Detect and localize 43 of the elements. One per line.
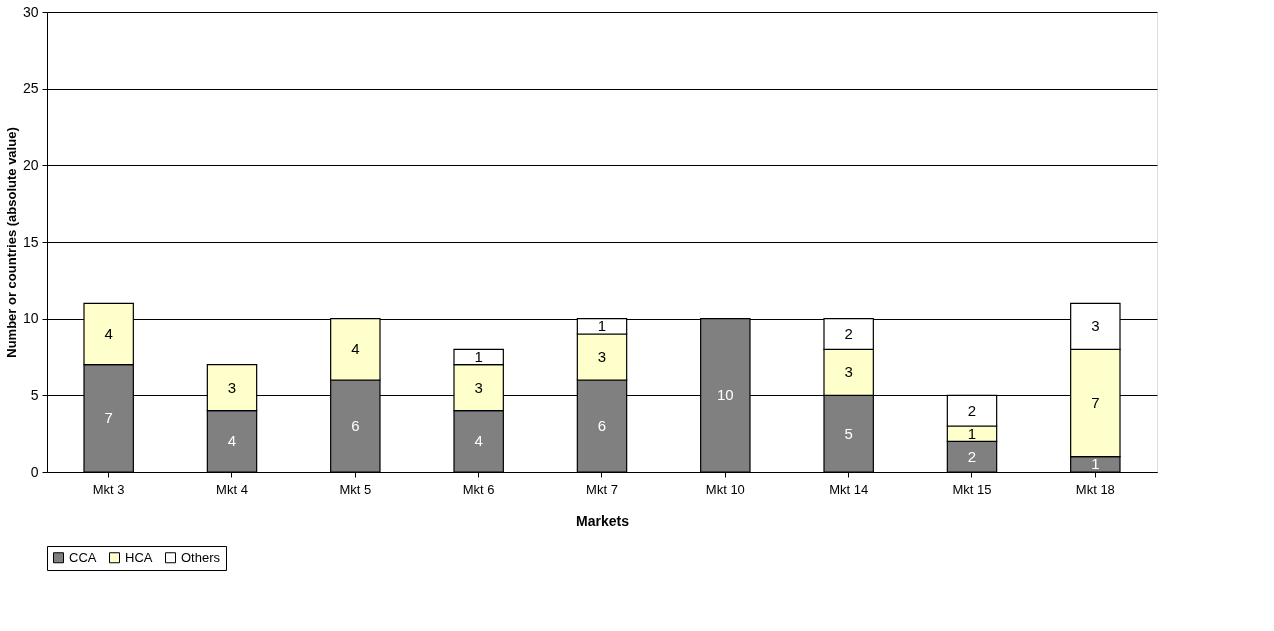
- data-label: 6: [351, 417, 360, 434]
- data-label: 1: [1091, 455, 1100, 473]
- y-tick-label: 5: [30, 386, 39, 403]
- x-tick-label: Mkt 7: [586, 481, 618, 497]
- x-tick-label: Mkt 6: [462, 481, 495, 497]
- data-label: 5: [844, 424, 853, 442]
- data-label: 7: [104, 409, 113, 427]
- data-label: 1: [967, 424, 977, 442]
- y-tick-label: 15: [22, 233, 39, 250]
- legend-label: CCA: [69, 549, 97, 565]
- data-label: 4: [104, 325, 113, 342]
- x-tick-label: Mkt 10: [705, 481, 745, 497]
- x-tick-label: Mkt 15: [952, 481, 992, 497]
- y-tick-label: 30: [22, 3, 39, 20]
- y-tick-label: 0: [30, 463, 39, 480]
- data-label: 2: [967, 401, 977, 419]
- data-label: 1: [474, 348, 483, 365]
- data-label: 1: [597, 317, 607, 335]
- y-axis-title: Number or countries (absolute value): [3, 127, 19, 358]
- legend-label: Others: [181, 549, 221, 565]
- y-tick-label: 25: [22, 80, 39, 97]
- data-label: 3: [844, 363, 853, 381]
- x-tick-label: Mkt 4: [216, 481, 248, 497]
- y-tick-label: 20: [22, 156, 39, 173]
- data-label: 3: [474, 378, 483, 396]
- data-label: 2: [844, 325, 853, 342]
- x-axis-title: Markets: [576, 512, 630, 529]
- x-tick-label: Mkt 14: [829, 481, 869, 497]
- data-label: 4: [351, 340, 360, 358]
- legend-label: HCA: [125, 549, 153, 565]
- data-label: 7: [1091, 394, 1100, 411]
- y-tick-label: 10: [22, 310, 39, 327]
- data-label: 4: [227, 432, 237, 450]
- data-label: 3: [1091, 317, 1100, 335]
- x-tick-label: Mkt 18: [1075, 481, 1115, 497]
- data-label: 6: [597, 417, 607, 434]
- data-label: 3: [227, 378, 237, 396]
- data-label: 10: [716, 386, 734, 404]
- data-label: 2: [967, 447, 977, 465]
- data-label: 3: [597, 348, 607, 365]
- data-label: 4: [474, 432, 483, 450]
- x-tick-label: Mkt 3: [92, 481, 125, 497]
- x-tick-label: Mkt 5: [339, 481, 372, 497]
